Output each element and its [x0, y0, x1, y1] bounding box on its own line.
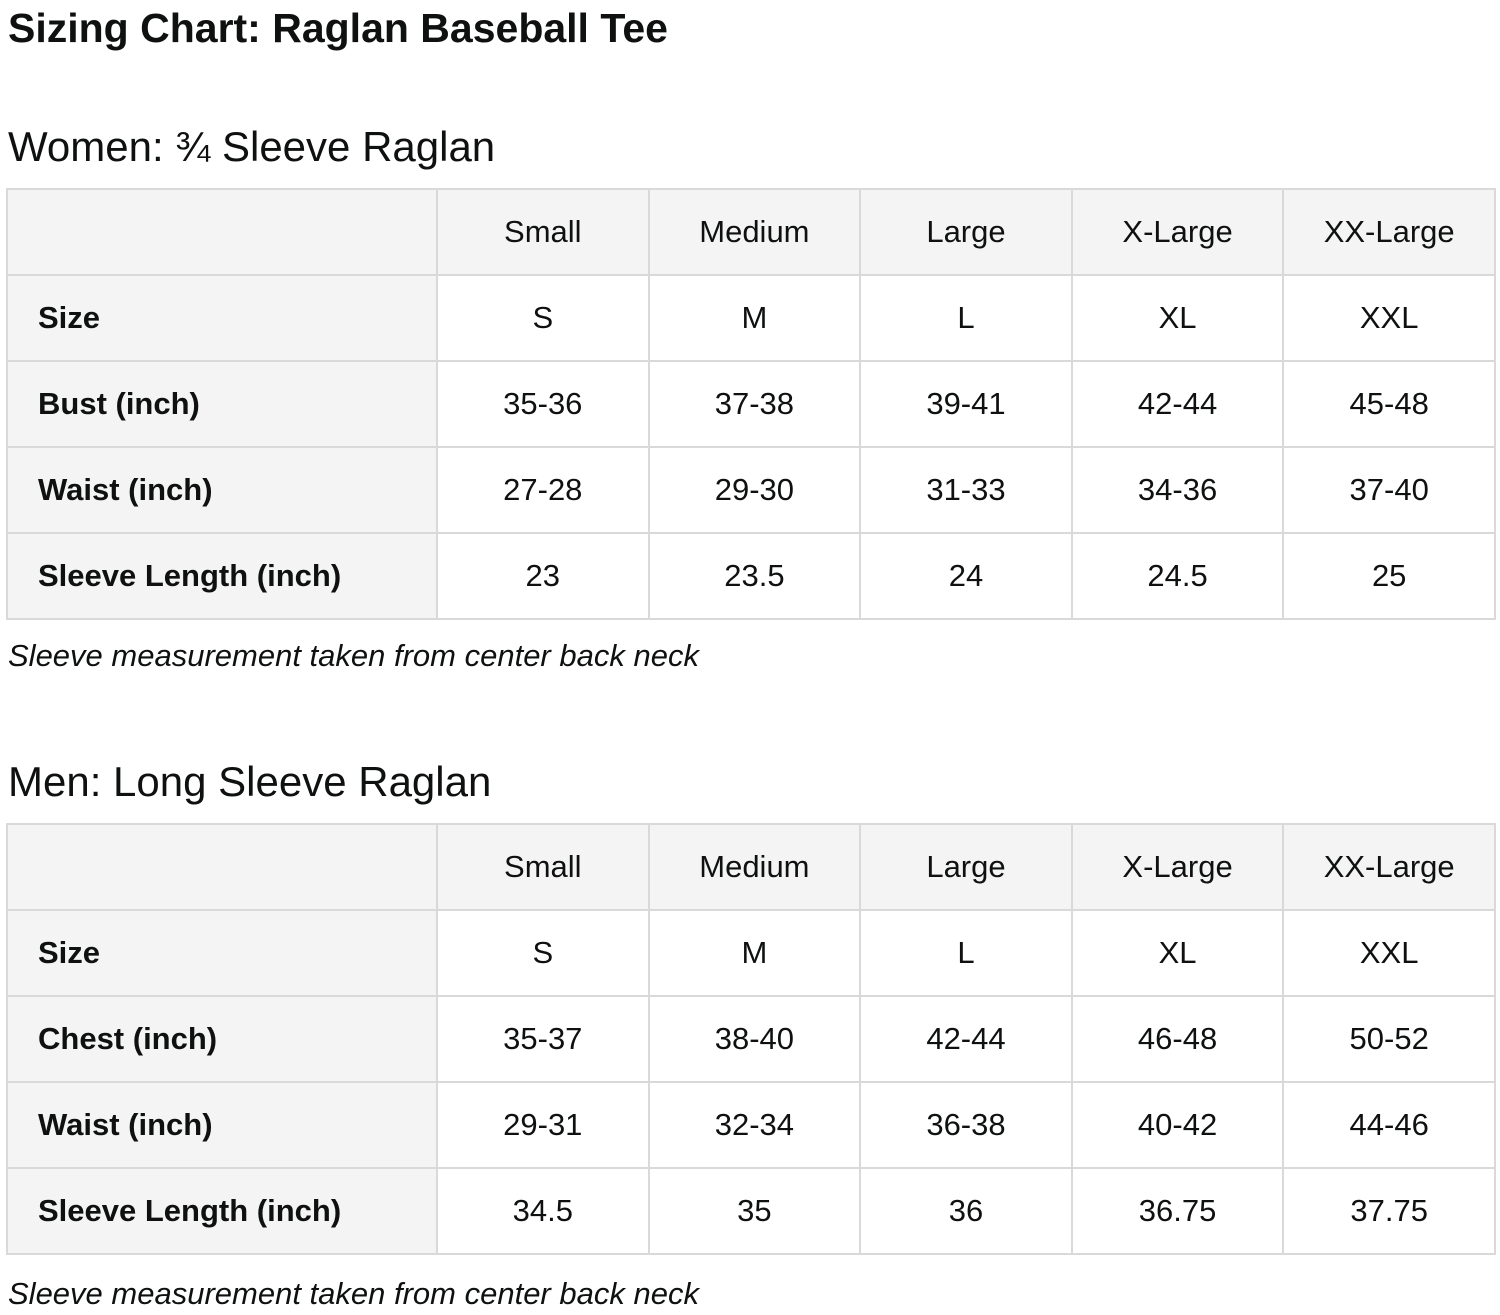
size-column-header: Medium — [647, 822, 862, 911]
row-label: Sleeve Length (inch) — [6, 532, 438, 621]
men-sizing-table: Small Medium Large X-Large XX-Large Size S M L XL… — [6, 822, 1496, 1255]
table-header-row: Small Medium Large X-Large XX-Large — [6, 188, 1496, 277]
table-row: Size S M L XL XXL — [6, 908, 1496, 997]
table-row: Chest (inch) 35-37 38-40 42-44 46-48 50-52 — [6, 994, 1496, 1083]
table-row: Bust (inch) 35-36 37-38 39-41 42-44 45-48 — [6, 360, 1496, 449]
value-cell: 42-44 — [1070, 360, 1285, 449]
table-row: Waist (inch) 29-31 32-34 36-38 40-42 44-46 — [6, 1080, 1496, 1169]
table-header-row: Small Medium Large X-Large XX-Large — [6, 822, 1496, 911]
value-cell: 24.5 — [1070, 532, 1285, 621]
value-cell: S — [436, 274, 650, 363]
value-cell: 34-36 — [1070, 446, 1285, 535]
value-cell: 25 — [1282, 532, 1496, 621]
value-cell: 37.75 — [1282, 1166, 1496, 1255]
row-label: Chest (inch) — [6, 994, 438, 1083]
value-cell: L — [859, 908, 1073, 997]
value-cell: 35-36 — [436, 360, 650, 449]
row-label: Size — [6, 274, 438, 363]
value-cell: L — [859, 274, 1073, 363]
value-cell: 24 — [859, 532, 1073, 621]
corner-cell — [6, 188, 438, 277]
row-label: Sleeve Length (inch) — [6, 1166, 438, 1255]
value-cell: 39-41 — [859, 360, 1073, 449]
value-cell: 35-37 — [436, 994, 650, 1083]
row-label: Waist (inch) — [6, 1080, 438, 1169]
value-cell: 40-42 — [1070, 1080, 1285, 1169]
women-section-heading: Women: ¾ Sleeve Raglan — [8, 123, 496, 171]
value-cell: 42-44 — [859, 994, 1073, 1083]
men-sleeve-note: Sleeve measurement taken from center bac… — [8, 1275, 699, 1311]
value-cell: 50-52 — [1282, 994, 1496, 1083]
value-cell: 27-28 — [436, 446, 650, 535]
value-cell: 32-34 — [647, 1080, 862, 1169]
value-cell: M — [647, 908, 862, 997]
value-cell: 38-40 — [647, 994, 862, 1083]
size-column-header: Large — [859, 188, 1073, 277]
value-cell: 37-40 — [1282, 446, 1496, 535]
value-cell: XXL — [1282, 908, 1496, 997]
table-row: Waist (inch) 27-28 29-30 31-33 34-36 37-40 — [6, 446, 1496, 535]
size-column-header: Small — [436, 188, 650, 277]
size-column-header: Medium — [647, 188, 862, 277]
value-cell: 35 — [647, 1166, 862, 1255]
value-cell: 36-38 — [859, 1080, 1073, 1169]
row-label: Bust (inch) — [6, 360, 438, 449]
value-cell: 37-38 — [647, 360, 862, 449]
value-cell: 46-48 — [1070, 994, 1285, 1083]
corner-cell — [6, 822, 438, 911]
table-row: Size S M L XL XXL — [6, 274, 1496, 363]
value-cell: XL — [1070, 908, 1285, 997]
women-sizing-table: Small Medium Large X-Large XX-Large Size S M L XL… — [6, 188, 1496, 621]
value-cell: 44-46 — [1282, 1080, 1496, 1169]
table-row: Sleeve Length (inch) 34.5 35 36 36.75 37.75 — [6, 1166, 1496, 1255]
value-cell: 36.75 — [1070, 1166, 1285, 1255]
value-cell: 23.5 — [647, 532, 862, 621]
size-column-header: XX-Large — [1282, 188, 1496, 277]
size-column-header: X-Large — [1070, 188, 1285, 277]
value-cell: 29-30 — [647, 446, 862, 535]
value-cell: 36 — [859, 1166, 1073, 1255]
women-sleeve-note: Sleeve measurement taken from center bac… — [8, 638, 699, 674]
value-cell: XXL — [1282, 274, 1496, 363]
value-cell: 45-48 — [1282, 360, 1496, 449]
size-column-header: Small — [436, 822, 650, 911]
value-cell: 31-33 — [859, 446, 1073, 535]
value-cell: 23 — [436, 532, 650, 621]
value-cell: XL — [1070, 274, 1285, 363]
size-column-header: XX-Large — [1282, 822, 1496, 911]
value-cell: 34.5 — [436, 1166, 650, 1255]
table-row: Sleeve Length (inch) 23 23.5 24 24.5 25 — [6, 532, 1496, 621]
page-title: Sizing Chart: Raglan Baseball Tee — [8, 5, 668, 51]
row-label: Waist (inch) — [6, 446, 438, 535]
size-column-header: X-Large — [1070, 822, 1285, 911]
value-cell: S — [436, 908, 650, 997]
size-column-header: Large — [859, 822, 1073, 911]
men-section-heading: Men: Long Sleeve Raglan — [8, 757, 492, 805]
row-label: Size — [6, 908, 438, 997]
value-cell: 29-31 — [436, 1080, 650, 1169]
value-cell: M — [647, 274, 862, 363]
